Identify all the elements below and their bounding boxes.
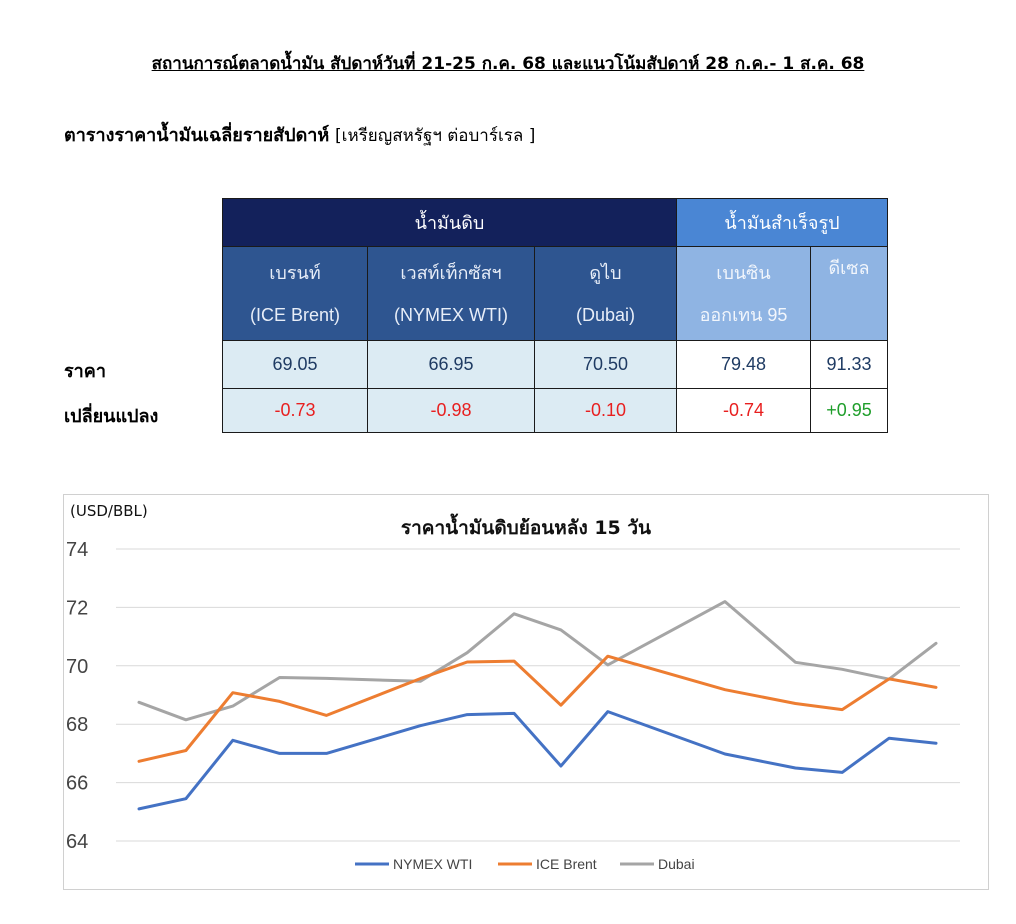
series-line-ice-brent [137, 654, 938, 763]
table-title: ตารางราคาน้ำมันเฉลี่ยรายสัปดาห์ [เหรียญส… [64, 120, 535, 149]
group-header-refined: น้ำมันสำเร็จรูป [676, 198, 888, 247]
price-chart: (USD/BBL) ราคาน้ำมันดิบย้อนหลัง 15 วัน 6… [63, 494, 989, 890]
chart-svg: (USD/BBL) ราคาน้ำมันดิบย้อนหลัง 15 วัน 6… [66, 502, 960, 872]
price-wti: 66.95 [367, 340, 535, 389]
y-tick-label: 66 [66, 773, 88, 795]
series-line-dubai [137, 600, 938, 722]
legend-label: ICE Brent [536, 856, 597, 872]
col-sub-brent: (ICE Brent) [249, 304, 341, 325]
price-gasoline: 79.48 [676, 340, 811, 389]
col-sub-wti: (NYMEX WTI) [394, 304, 508, 325]
grid-layer [116, 548, 960, 842]
col-sub-dubai: (Dubai) [575, 304, 636, 325]
change-gasoline: -0.74 [676, 388, 811, 433]
col-header-wti: เวสท์เท็กซัสฯ (NYMEX WTI) [367, 246, 535, 341]
series-layer [137, 600, 938, 811]
col-header-gasoline: เบนซิน ออกเทน 95 [676, 246, 811, 341]
legend: NYMEX WTI ICE Brent Dubai [355, 856, 695, 872]
y-tick-label: 70 [66, 656, 88, 678]
col-name-brent: เบรนท์ [269, 262, 321, 283]
price-diesel: 91.33 [810, 340, 888, 389]
col-header-dubai: ดูไบ (Dubai) [534, 246, 677, 341]
col-name-wti: เวสท์เท็กซัสฯ [400, 262, 502, 283]
col-name-gasoline: เบนซิน [716, 262, 771, 283]
series-line-nymex-wti [137, 710, 938, 811]
change-wti: -0.98 [367, 388, 535, 433]
row-label-change: เปลี่ยนแปลง [64, 406, 159, 427]
y-tick-label: 68 [66, 714, 88, 736]
price-brent: 69.05 [222, 340, 368, 389]
legend-label: NYMEX WTI [393, 856, 472, 872]
change-diesel: +0.95 [810, 388, 888, 433]
chart-title: ราคาน้ำมันดิบย้อนหลัง 15 วัน [401, 513, 651, 539]
change-brent: -0.73 [222, 388, 368, 433]
change-dubai: -0.10 [534, 388, 677, 433]
group-header-crude: น้ำมันดิบ [222, 198, 677, 247]
row-label-price: ราคา [64, 361, 106, 382]
table-title-text: ตารางราคาน้ำมันเฉลี่ยรายสัปดาห์ [64, 125, 330, 146]
y-tick-label: 74 [66, 539, 88, 561]
y-axis-ticks: 64 66 68 70 72 74 [66, 539, 88, 853]
report-title: สถานการณ์ตลาดน้ำมัน สัปดาห์วันที่ 21-25 … [151, 54, 865, 74]
legend-label: Dubai [658, 856, 695, 872]
col-sub-gasoline: ออกเทน 95 [699, 304, 788, 325]
col-name-dubai: ดูไบ [589, 262, 622, 283]
price-table: น้ำมันดิบ น้ำมันสำเร็จรูป เบรนท์ (ICE Br… [222, 198, 888, 433]
price-dubai: 70.50 [534, 340, 677, 389]
y-tick-label: 72 [66, 597, 88, 619]
table-unit: [เหรียญสหรัฐฯ ต่อบาร์เรล ] [335, 126, 536, 146]
col-name-diesel: ดีเซล [828, 258, 870, 278]
col-header-diesel: ดีเซล [810, 246, 888, 341]
y-tick-label: 64 [66, 831, 88, 853]
col-header-brent: เบรนท์ (ICE Brent) [222, 246, 368, 341]
chart-unit-label: (USD/BBL) [70, 502, 148, 520]
